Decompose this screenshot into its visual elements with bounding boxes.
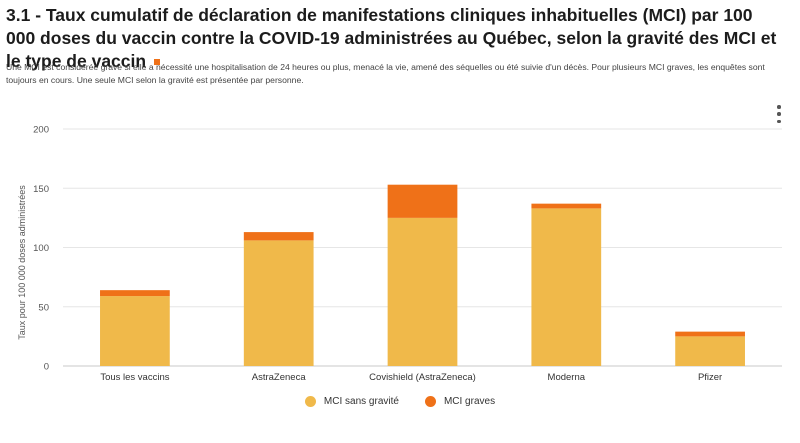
bar-mci-graves [100,290,170,297]
kebab-menu-icon[interactable] [772,105,786,123]
legend-item[interactable]: MCI graves [424,396,496,407]
legend-swatch-icon [424,396,436,407]
menu-dot [777,119,781,123]
y-tick-label: 0 [44,362,49,373]
y-tick-label: 100 [33,243,49,254]
title-marker-icon [154,59,161,66]
bar-mci-graves [675,331,745,337]
x-tick-label: Covishield (AstraZeneca) [369,372,476,383]
bar-mci-graves [243,232,314,241]
x-tick-label: Pfizer [698,372,722,383]
x-tick-label: Tous les vaccins [100,372,169,383]
menu-dot [777,105,781,109]
y-axis-title: Taux pour 100 000 doses administrées [17,185,27,340]
legend-label: MCI graves [443,396,496,407]
chart-legend: MCI sans gravité MCI graves [0,396,800,407]
bar-mci-graves [531,203,602,209]
y-tick-label: 200 [33,125,49,136]
bar-mci-graves [387,184,458,218]
chart-title: 3.1 - Taux cumulatif de déclaration de m… [6,4,786,73]
y-tick-label: 150 [33,184,49,195]
legend-item[interactable]: MCI sans gravité [304,396,399,407]
bar-mci-sans-gravite [100,296,170,366]
chart-subtitle: Une MCI est considérée grave si elle a n… [6,62,765,85]
chart-title-text: 3.1 - Taux cumulatif de déclaration de m… [6,5,777,71]
bar-mci-sans-gravite [243,240,314,366]
x-tick-label: AstraZeneca [252,372,307,383]
menu-dot [777,112,781,116]
legend-label: MCI sans gravité [323,396,399,407]
legend-swatch-icon [304,396,316,407]
bar-mci-sans-gravite [675,336,745,366]
bar-mci-sans-gravite [387,217,458,366]
x-tick-label: Moderna [548,372,586,383]
y-tick-label: 50 [38,302,49,313]
bar-mci-sans-gravite [531,208,602,366]
